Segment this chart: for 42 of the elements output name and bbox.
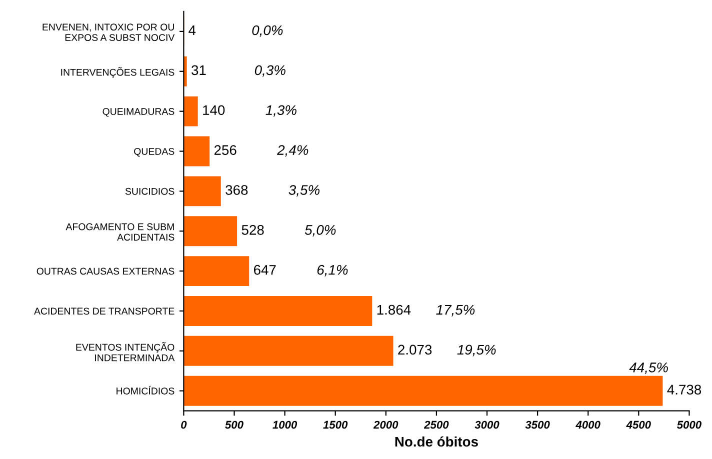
- annotation: 1,3%: [266, 105, 296, 117]
- annotation: 0,3%: [254, 65, 286, 77]
- y-tick-label: QUEDAS: [134, 148, 174, 157]
- data-label: 4: [188, 25, 196, 36]
- y-tick-label: HOMICÍDIOS: [116, 386, 174, 394]
- data-label: 140: [203, 105, 225, 116]
- y-tick-label: SUICIDIOS: [125, 188, 174, 195]
- x-tick-label: 5000: [676, 420, 702, 429]
- data-label: 256: [214, 145, 236, 155]
- x-tick-label: 500: [225, 420, 244, 429]
- x-tick-label: 4000: [576, 420, 600, 429]
- x-tick-label: 0: [181, 420, 187, 429]
- x-tick-label: 2500: [424, 420, 449, 429]
- y-tick-label: OUTRAS CAUSAS EXTERNAS: [36, 268, 174, 275]
- y-tick-label: ENVENEN, INTOXIC POR OU EXPOS A SUBST NOCIV: [42, 24, 175, 41]
- y-tick-label: AFOGAMENTO E SUBM ACIDENTAIS: [66, 223, 174, 241]
- x-tick-label: 1000: [272, 420, 298, 429]
- x-tick-label: 1500: [323, 420, 348, 429]
- annotation: 5,0%: [304, 225, 336, 236]
- annotation: 17,5%: [436, 304, 475, 316]
- annotation: 3,5%: [288, 185, 320, 197]
- y-tick-label: EVENTOS INTENÇÃO INDETERMINADA: [76, 342, 175, 362]
- x-tick-label: 4500: [626, 420, 651, 429]
- x-tick-label: 3500: [525, 420, 550, 429]
- annotation: 0,0%: [252, 25, 283, 37]
- data-label: 647: [254, 264, 276, 275]
- x-tick-label: 3000: [474, 420, 500, 429]
- data-label: 1.864: [377, 304, 411, 315]
- annotation: 44,5%: [629, 362, 668, 374]
- data-label: 528: [242, 225, 264, 235]
- data-label: 4.738: [667, 384, 702, 395]
- y-tick-label: ACIDENTES DE TRANSPORTE: [34, 308, 174, 315]
- y-tick-label: INTERVENÇÕES LEGAIS: [61, 67, 174, 78]
- data-label: 368: [226, 185, 248, 195]
- x-axis-title: No.de óbitos: [395, 436, 478, 447]
- data-label: 2.073: [398, 344, 432, 355]
- x-tick-label: 2000: [373, 420, 398, 429]
- annotation: 19,5%: [457, 344, 496, 356]
- annotation: 6,1%: [317, 264, 348, 276]
- y-tick-label: QUEIMADURAS: [102, 108, 174, 117]
- data-label: 31: [192, 65, 206, 76]
- annotation: 2,4%: [277, 145, 308, 157]
